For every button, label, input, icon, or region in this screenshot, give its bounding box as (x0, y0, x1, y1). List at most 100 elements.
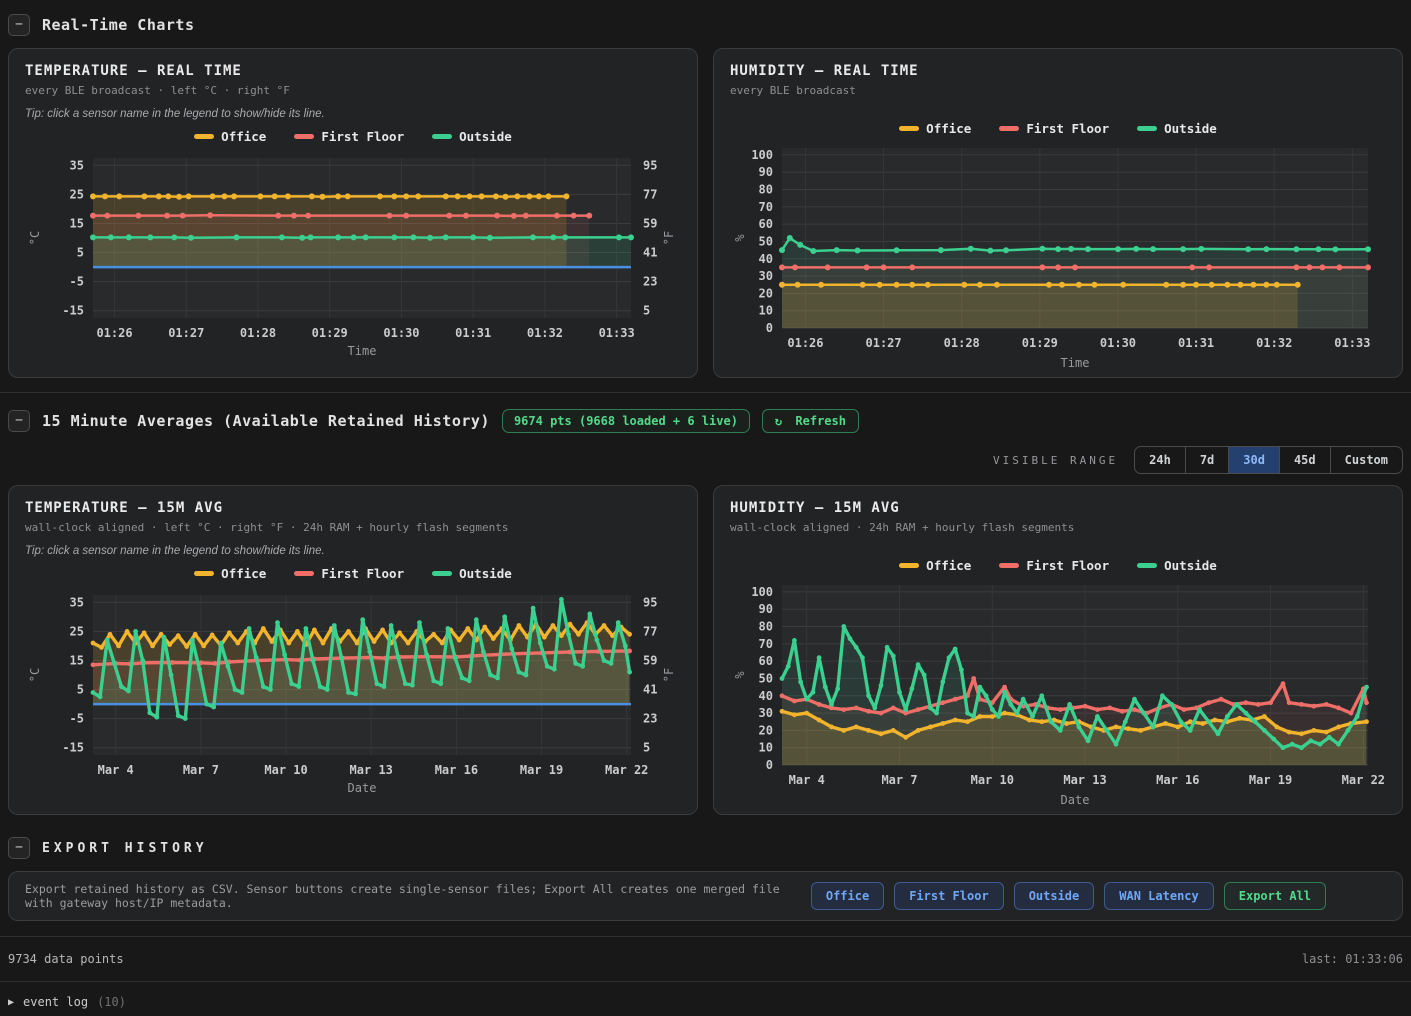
export-all-button[interactable]: Export All (1223, 882, 1326, 910)
svg-text:35: 35 (70, 158, 84, 172)
chart-subtitle: every BLE broadcast (730, 84, 856, 97)
svg-text:01:31: 01:31 (1178, 336, 1214, 350)
chart-tip: Tip: click a sensor name in the legend t… (25, 108, 325, 120)
export-button-wan-latency[interactable]: WAN Latency (1104, 882, 1214, 910)
svg-text:30: 30 (759, 269, 773, 283)
legend-label: Outside (1164, 558, 1217, 573)
svg-text:70: 70 (759, 637, 773, 651)
svg-text:95: 95 (643, 595, 657, 609)
status-bar: 9734 data points last: 01:33:06 (8, 937, 1403, 981)
range-option-7d[interactable]: 7d (1184, 447, 1228, 473)
svg-text:Mar 16: Mar 16 (1156, 773, 1199, 787)
svg-text:35: 35 (70, 595, 84, 609)
legend-label: Outside (1164, 121, 1217, 136)
svg-text:30: 30 (759, 706, 773, 720)
svg-text:Mar 4: Mar 4 (98, 763, 134, 777)
visible-range-label: VISIBLE RANGE (993, 453, 1119, 467)
svg-text:01:32: 01:32 (527, 326, 563, 340)
collapse-icon[interactable]: − (8, 14, 30, 36)
legend-item-office[interactable]: Office (899, 558, 971, 573)
svg-text:80: 80 (759, 183, 773, 197)
legend-swatch (432, 134, 453, 139)
export-button-office[interactable]: Office (810, 882, 885, 910)
svg-text:59: 59 (643, 653, 657, 667)
refresh-button[interactable]: ↻ Refresh (761, 409, 859, 433)
temp-rt-chart[interactable]: 35 25 15 5 -5 -15 95 77 59 41 23 5 01:26 01:27 01:28 01… (25, 146, 681, 362)
legend-item-first-floor[interactable]: First Floor (294, 129, 404, 144)
export-button-outside[interactable]: Outside (1013, 882, 1095, 910)
svg-text:-15: -15 (62, 304, 84, 318)
chart-subtitle: wall-clock aligned · left °C · right °F … (25, 521, 509, 534)
svg-text:10: 10 (759, 304, 773, 318)
export-card: Export retained history as CSV. Sensor b… (8, 871, 1403, 921)
legend-item-office[interactable]: Office (194, 129, 266, 144)
svg-text:01:28: 01:28 (240, 326, 276, 340)
legend-swatch (194, 134, 215, 139)
svg-text:20: 20 (759, 723, 773, 737)
svg-text:5: 5 (77, 246, 84, 260)
legend-swatch (194, 571, 215, 576)
svg-text:0: 0 (766, 758, 773, 772)
legend-swatch (999, 563, 1020, 568)
svg-text:59: 59 (643, 216, 657, 230)
svg-text:Mar 22: Mar 22 (1342, 773, 1385, 787)
temp-15m-chart[interactable]: 35 25 15 5 -5 -15 95 77 59 41 23 5 Mar 4 Mar 7 Mar 10 M… (25, 583, 681, 799)
svg-text:90: 90 (759, 602, 773, 616)
legend-swatch (294, 571, 315, 576)
legend-item-outside[interactable]: Outside (432, 566, 512, 581)
svg-text:77: 77 (643, 624, 657, 638)
chart-tip: Tip: click a sensor name in the legend t… (25, 545, 325, 557)
svg-text:Time: Time (348, 344, 377, 358)
hum-15m-legend: Office First Floor Outside (730, 558, 1386, 573)
svg-text:01:27: 01:27 (866, 336, 902, 350)
realtime-section-header: − Real-Time Charts (8, 14, 1403, 36)
svg-text:%: % (733, 671, 747, 679)
legend-swatch (294, 134, 315, 139)
event-log-label: event log (23, 995, 89, 1009)
svg-text:50: 50 (759, 234, 773, 248)
range-option-custom[interactable]: Custom (1329, 447, 1402, 473)
hum-rt-legend: Office First Floor Outside (730, 121, 1386, 136)
svg-text:Mar 22: Mar 22 (605, 763, 648, 777)
svg-text:Date: Date (348, 781, 377, 795)
legend-item-office[interactable]: Office (899, 121, 971, 136)
collapse-icon[interactable]: − (8, 410, 30, 432)
legend-label: First Floor (1026, 558, 1110, 573)
range-option-24h[interactable]: 24h (1149, 453, 1171, 467)
expand-arrow-icon: ▶ (8, 996, 15, 1008)
range-option-45d[interactable]: 45d (1278, 447, 1330, 473)
chart-title: TEMPERATURE — 15M AVG (25, 500, 224, 516)
legend-item-office[interactable]: Office (194, 566, 266, 581)
svg-text:5: 5 (77, 683, 84, 697)
event-log-toggle[interactable]: ▶ event log (10) (8, 982, 1403, 1016)
svg-text:Mar 4: Mar 4 (789, 773, 825, 787)
legend-label: Office (221, 129, 267, 144)
export-button-first-floor[interactable]: First Floor (894, 882, 1004, 910)
svg-text:°C: °C (28, 231, 42, 245)
svg-text:100: 100 (751, 585, 773, 599)
data-points-count: 9734 data points (8, 952, 124, 966)
svg-text:25: 25 (70, 624, 84, 638)
svg-text:-5: -5 (70, 275, 84, 289)
svg-text:°C: °C (28, 668, 42, 682)
points-count-badge: 9674 pts (9668 loaded + 6 live) (501, 409, 750, 433)
svg-text:Mar 7: Mar 7 (881, 773, 917, 787)
legend-item-outside[interactable]: Outside (1137, 121, 1217, 136)
legend-item-outside[interactable]: Outside (1137, 558, 1217, 573)
legend-item-first-floor[interactable]: First Floor (294, 566, 404, 581)
hum-15m-chart[interactable]: 100 90 80 70 60 50 40 30 20 10 0 Mar 4 Mar 7 Mar 10 Ma… (730, 575, 1386, 811)
svg-text:60: 60 (759, 217, 773, 231)
svg-text:41: 41 (643, 246, 657, 260)
collapse-icon[interactable]: − (8, 837, 30, 859)
hum-rt-chart[interactable]: 100 90 80 70 60 50 40 30 20 10 0 01:26 01:27 01:28 01:… (730, 138, 1386, 374)
chart-title: HUMIDITY — REAL TIME (730, 63, 919, 79)
svg-text:01:32: 01:32 (1256, 336, 1292, 350)
svg-text:23: 23 (643, 712, 657, 726)
range-option-30d[interactable]: 30d (1228, 447, 1279, 473)
legend-item-outside[interactable]: Outside (432, 129, 512, 144)
svg-text:°F: °F (662, 231, 676, 245)
svg-text:Mar 7: Mar 7 (183, 763, 219, 777)
legend-item-first-floor[interactable]: First Floor (999, 558, 1109, 573)
svg-text:°F: °F (662, 668, 676, 682)
legend-item-first-floor[interactable]: First Floor (999, 121, 1109, 136)
